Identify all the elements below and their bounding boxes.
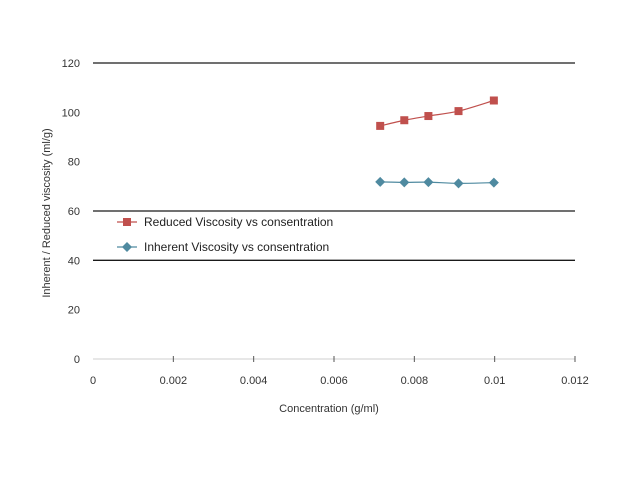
series-0-point-3: [454, 107, 463, 116]
y-axis-ticks: 0 20 40 60 80 100 120: [62, 58, 80, 366]
y-tick-label-60: 60: [68, 206, 80, 218]
series-0-point-4: [489, 96, 498, 105]
y-tick-label-120: 120: [62, 58, 80, 70]
y-axis-label: Inherent / Reduced viscosity (ml/g): [41, 128, 53, 297]
series-layer: [375, 96, 499, 189]
x-tick-label-3: 0.006: [320, 375, 348, 387]
series-1-point-2: [423, 177, 434, 188]
y-tick-label-40: 40: [68, 255, 80, 267]
gridlines: [93, 62, 575, 261]
legend-marker-1: [122, 242, 132, 252]
series-1-line: [380, 181, 494, 184]
x-tick-label-5: 0.01: [484, 375, 505, 387]
y-tick-label-20: 20: [68, 305, 80, 317]
legend-label-1: Inherent Viscosity vs consentration: [144, 240, 329, 254]
series-1-point-1: [399, 177, 410, 188]
x-tick-label-2: 0.004: [240, 375, 268, 387]
x-axis-ticks: 0 0.002 0.004 0.006 0.008 0.01 0.012: [90, 356, 589, 387]
series-0-line: [380, 99, 495, 127]
x-tick-label-0: 0: [90, 375, 96, 387]
legend-label-0: Reduced Viscosity vs consentration: [144, 215, 333, 229]
series-0-point-1: [400, 116, 409, 125]
y-tick-label-80: 80: [68, 157, 80, 169]
series-0-point-0: [376, 121, 385, 130]
y-tick-label-100: 100: [62, 107, 80, 119]
y-tick-label-0: 0: [74, 354, 80, 366]
series-1-point-3: [453, 178, 464, 189]
series-0-point-2: [424, 112, 433, 121]
series-1-point-0: [375, 176, 386, 187]
x-tick-label-6: 0.012: [561, 375, 589, 387]
x-axis-label: Concentration (g/ml): [279, 403, 379, 415]
series-1-point-4: [488, 177, 499, 188]
x-tick-label-4: 0.008: [401, 375, 429, 387]
legend: Reduced Viscosity vs consentration Inhere…: [117, 215, 333, 254]
x-tick-label-1: 0.002: [160, 375, 188, 387]
legend-marker-0: [123, 218, 131, 226]
